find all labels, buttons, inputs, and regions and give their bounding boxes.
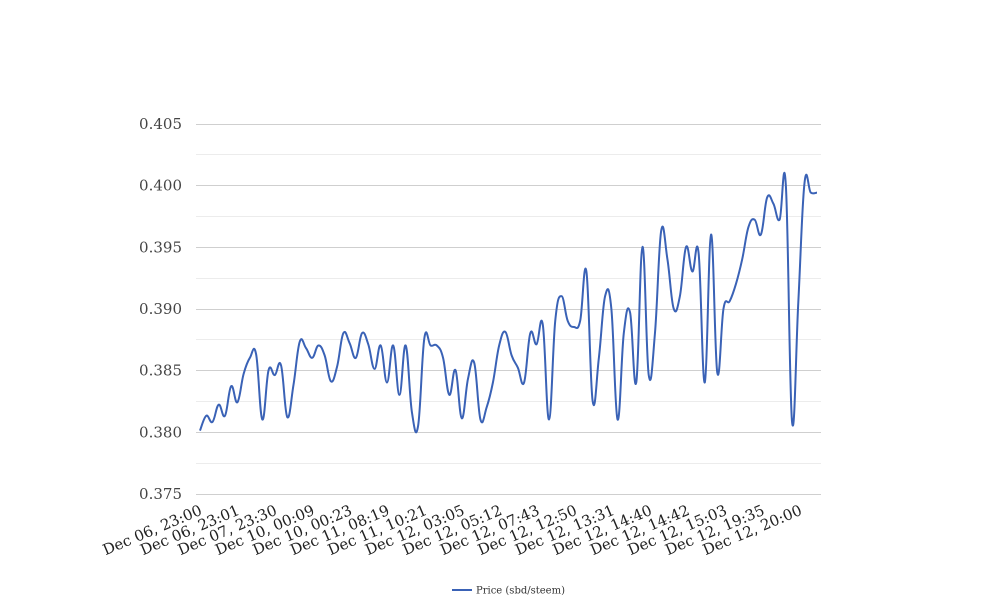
y-tick-label: 0.395 — [139, 238, 182, 256]
y-tick-label: 0.405 — [139, 115, 182, 133]
price-series-line — [199, 172, 818, 434]
y-tick-label: 0.380 — [139, 423, 182, 441]
y-tick-label: 0.385 — [139, 362, 182, 380]
y-tick-label: 0.375 — [139, 485, 182, 503]
y-axis-tick-labels: 0.375 0.380 0.385 0.390 0.395 0.400 0.405 — [139, 115, 182, 503]
legend: Price (sbd/steem) — [452, 586, 565, 597]
y-tick-label: 0.390 — [139, 300, 182, 318]
y-tick-label: 0.400 — [139, 177, 182, 195]
legend-label: Price (sbd/steem) — [476, 586, 565, 597]
grid-lines — [196, 124, 821, 495]
series-lines — [199, 172, 818, 434]
